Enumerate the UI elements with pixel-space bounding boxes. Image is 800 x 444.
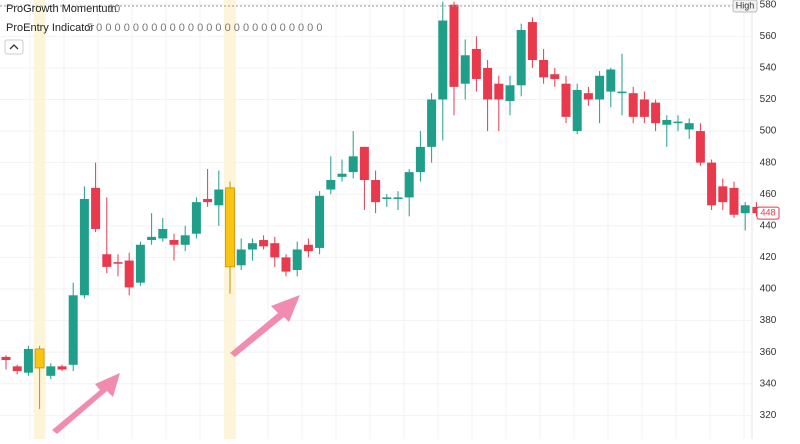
candle-body xyxy=(147,236,157,241)
candle-body xyxy=(79,198,89,296)
last-price-badge xyxy=(756,206,780,220)
high-badge xyxy=(732,0,758,13)
indicator-params: 10 xyxy=(108,3,120,15)
candle-body xyxy=(23,348,33,373)
candle-body xyxy=(303,244,313,252)
candle-body xyxy=(415,146,425,173)
candle-body xyxy=(427,99,437,147)
candle-body xyxy=(494,83,504,100)
candle-body xyxy=(225,187,235,268)
candle-body xyxy=(382,197,392,199)
highlight-band xyxy=(33,0,46,439)
candle-body xyxy=(180,235,190,245)
candle-body xyxy=(628,93,638,117)
y-tick-label: 400 xyxy=(760,284,777,295)
candle-body xyxy=(460,55,470,84)
arrow xyxy=(52,295,300,434)
candle-body xyxy=(270,243,280,258)
candle-body xyxy=(639,99,649,117)
candle-body xyxy=(516,30,526,86)
candle-body xyxy=(751,206,761,214)
candle-body xyxy=(483,67,493,100)
candle-body xyxy=(595,75,605,100)
candle-body xyxy=(438,20,448,100)
grid xyxy=(0,0,752,439)
candle-body xyxy=(695,131,705,163)
candle-body xyxy=(359,146,369,181)
candle-body xyxy=(371,180,381,203)
candle-body xyxy=(46,366,56,376)
candle-body xyxy=(617,91,627,94)
candle-body xyxy=(68,295,78,365)
candle-body xyxy=(740,205,750,214)
candle-body xyxy=(102,254,112,267)
candle-body xyxy=(707,162,717,206)
candle-body xyxy=(12,366,22,372)
candle-body xyxy=(214,189,224,206)
candle-body xyxy=(315,195,325,248)
y-tick-label: 440 xyxy=(760,220,777,231)
y-tick-label: 340 xyxy=(760,378,777,389)
y-tick-label: 360 xyxy=(760,347,777,358)
candle-body xyxy=(505,85,515,102)
candle-body xyxy=(169,240,179,245)
y-tick-label: 320 xyxy=(760,410,777,421)
candle-body xyxy=(583,93,593,100)
collapse-button[interactable] xyxy=(4,39,24,55)
y-tick-label: 480 xyxy=(760,157,777,168)
y-tick-label: 520 xyxy=(760,94,777,105)
candles xyxy=(1,1,761,409)
candle-body xyxy=(572,90,582,132)
candle-body xyxy=(550,74,560,79)
candle-body xyxy=(393,197,403,199)
candle-body xyxy=(718,186,728,203)
candle-body xyxy=(203,198,213,203)
candle-body xyxy=(404,172,414,198)
candle-body xyxy=(259,240,269,247)
y-tick-label: 540 xyxy=(760,63,777,74)
candle-body xyxy=(729,187,739,215)
indicator-name: ProEntry Indicator xyxy=(6,22,94,34)
candle-body xyxy=(651,102,661,124)
indicator-params: 5 0 0 0 0 0 0 0 0 0 0 0 0 0 0 0 0 0 0 0 … xyxy=(87,22,322,34)
candle-body xyxy=(449,4,459,87)
y-tick-label: 580 xyxy=(760,0,777,10)
candle-body xyxy=(1,356,11,361)
candle-body xyxy=(561,83,571,117)
candle-body xyxy=(539,60,549,78)
y-tick-label: 560 xyxy=(760,31,777,42)
candle-body xyxy=(158,228,168,239)
y-tick-label: 380 xyxy=(760,315,777,326)
candle-body xyxy=(662,120,672,125)
candle-body xyxy=(135,244,145,283)
candle-body xyxy=(91,187,101,229)
candle-body xyxy=(191,202,201,234)
candle-body xyxy=(337,173,347,177)
candle-body xyxy=(326,180,336,190)
candle-body xyxy=(471,48,481,79)
candle-body xyxy=(124,260,134,288)
y-tick-label: 420 xyxy=(760,252,777,263)
candle-body xyxy=(292,249,302,271)
candle-body xyxy=(281,257,291,272)
candle-body xyxy=(247,243,257,250)
high-label: High xyxy=(736,0,755,10)
candle-body xyxy=(34,348,45,369)
candle-body xyxy=(684,123,694,130)
y-axis: 320 340 360 380 400 420 440 460 480 500 520 540 560 5… xyxy=(756,0,780,421)
indicator-name: ProGrowth Momentum xyxy=(6,3,117,15)
candle-body xyxy=(348,156,358,173)
candle-body xyxy=(57,366,67,370)
candle-body xyxy=(113,262,123,264)
candle-body xyxy=(527,22,537,61)
candle-body xyxy=(606,69,616,92)
y-tick-label: 460 xyxy=(760,189,777,200)
candle-body xyxy=(673,121,683,124)
candle-body xyxy=(236,249,246,266)
y-tick-label: 500 xyxy=(760,126,777,137)
last-price-label: 448 xyxy=(760,208,775,218)
